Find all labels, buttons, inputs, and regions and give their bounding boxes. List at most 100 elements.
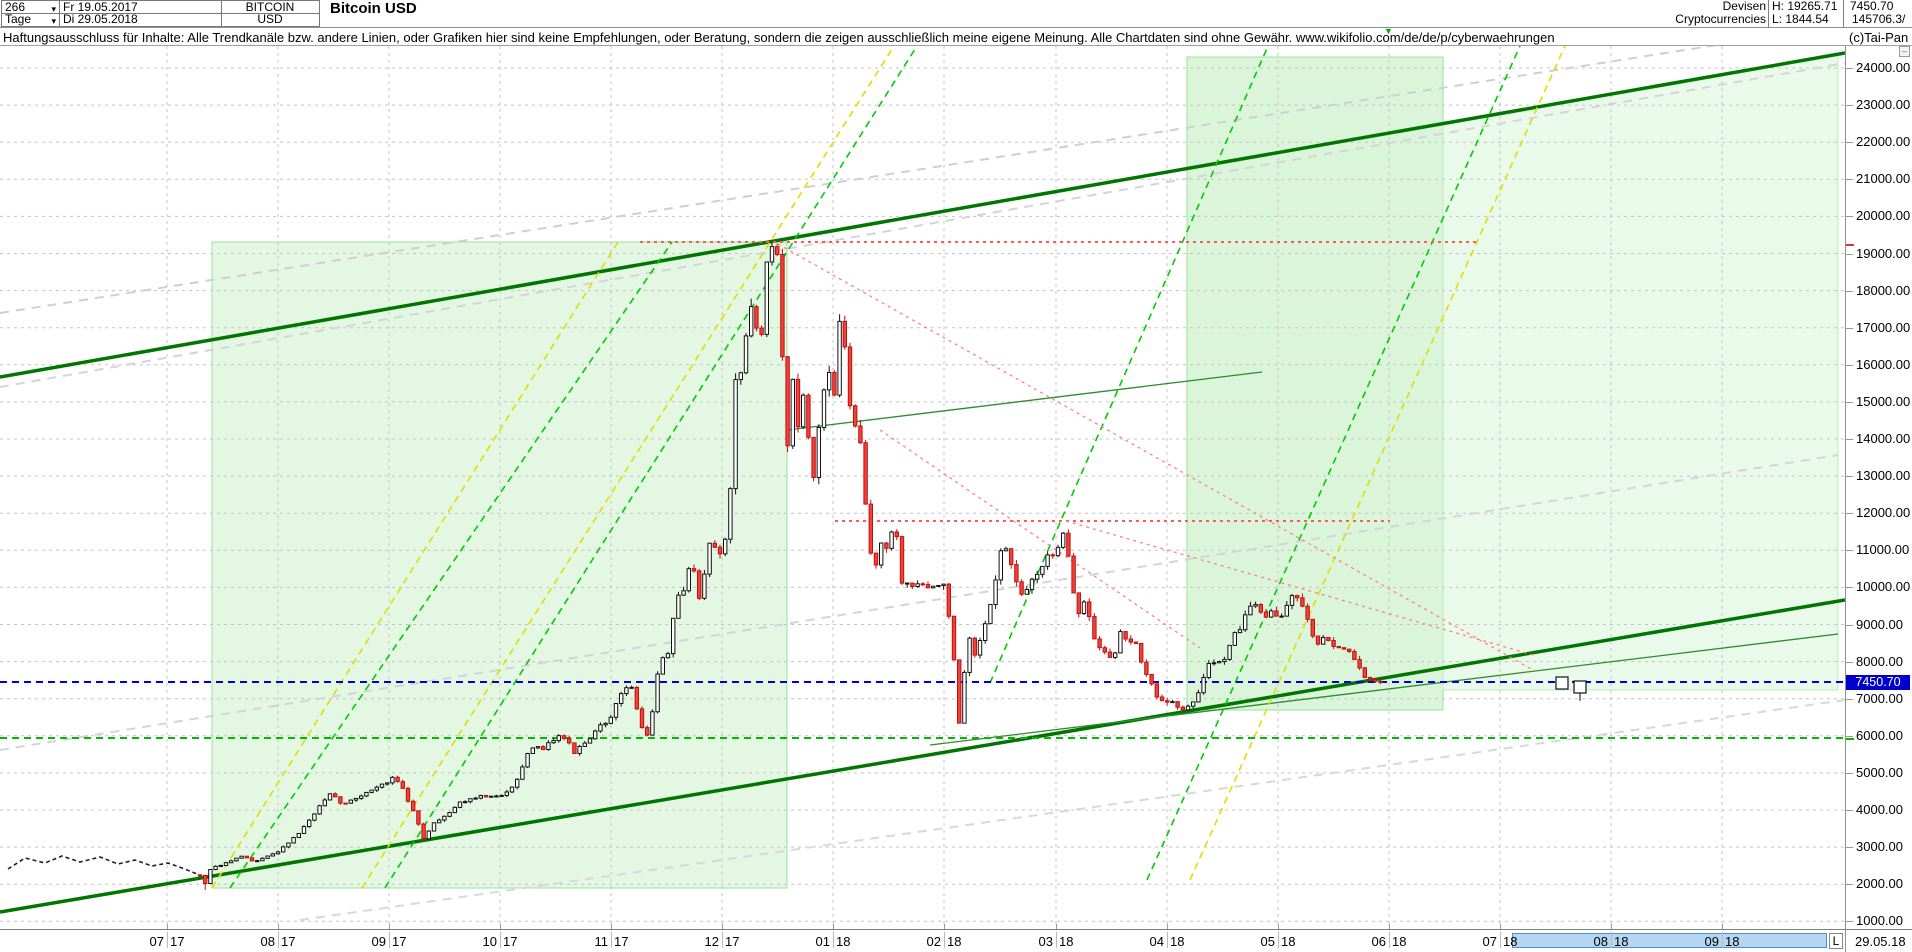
time-axis[interactable]: L 29.05.18 07 17 08 17 09 17 10 17 11 17 12 17 01 18 0…: [0, 924, 1912, 952]
trend-line[interactable]: [0, 454, 1839, 751]
trend-line[interactable]: [929, 633, 1839, 746]
candle-body: [1055, 546, 1061, 557]
disclaimer-row: Haftungsausschluss für Inhalte: Alle Tre…: [0, 28, 1912, 45]
x-axis-month-label: 03: [1038, 934, 1053, 949]
y-axis-label: 5000.00: [1856, 764, 1903, 780]
candle-body: [941, 583, 946, 586]
candle-body: [801, 394, 806, 428]
candle-body: [520, 766, 525, 780]
candle-body: [1191, 701, 1196, 707]
x-axis-tick-inner: [167, 932, 168, 948]
y-axis-tick: [1846, 439, 1853, 440]
chevron-down-icon: ▾: [51, 4, 56, 14]
candle-body: [712, 542, 717, 548]
trend-line[interactable]: [299, 699, 1845, 921]
trend-line[interactable]: [361, 46, 895, 889]
trend-line[interactable]: [0, 62, 1845, 388]
x-axis-tick-inner: [1389, 932, 1390, 948]
trend-line[interactable]: [989, 46, 1269, 684]
candle-body: [1071, 555, 1076, 594]
candle-body: [749, 306, 754, 337]
candle-body: [1331, 640, 1336, 647]
y-axis-label: 15000.00: [1856, 393, 1911, 409]
time-scrollbar[interactable]: [1512, 933, 1827, 948]
candle-body: [925, 584, 931, 589]
candle-body: [577, 745, 582, 754]
candle-body: [426, 830, 432, 840]
chart-title: Bitcoin USD: [330, 0, 417, 17]
x-axis-tick: [1167, 924, 1168, 929]
candle-body: [385, 782, 390, 785]
x-axis-month-label: 01: [815, 934, 830, 949]
trend-line[interactable]: [879, 429, 1201, 649]
y-axis-tick: [1846, 401, 1853, 403]
candle-body: [499, 794, 504, 797]
axis-l-marker: L: [1829, 933, 1843, 949]
candle-body: [993, 579, 998, 606]
trend-line[interactable]: [384, 46, 918, 889]
y-axis-label: 4000.00: [1856, 802, 1903, 817]
candle-body: [374, 786, 380, 791]
candle-body: [717, 546, 723, 555]
candle-body: [333, 793, 338, 798]
x-axis-month-label: 08: [260, 934, 275, 949]
y-axis-label: 6000.00: [1856, 727, 1903, 743]
shaded-region: [1186, 56, 1444, 711]
candle-body: [962, 671, 967, 724]
y-axis-label: 24000.00: [1856, 60, 1911, 75]
candle-body: [1315, 635, 1321, 645]
candle-body: [582, 742, 587, 747]
y-axis-tick: [1846, 105, 1853, 107]
candle-body: [572, 742, 577, 754]
candle-body: [364, 791, 369, 797]
y-axis-tick: [1846, 921, 1853, 923]
symbol-currency: USD: [221, 13, 320, 27]
candle-body: [1092, 616, 1097, 640]
candle-body: [197, 874, 203, 877]
trend-line[interactable]: [777, 243, 1534, 671]
price-axis[interactable]: – 24000.00 23000.00 22000.00 21000.00 20000.…: [1845, 46, 1912, 929]
candle-body: [489, 795, 494, 798]
trend-line[interactable]: [1189, 46, 1566, 881]
x-axis-month-label: 12: [704, 934, 719, 949]
trend-line[interactable]: [786, 371, 1263, 431]
last-price-tag: 7450.70: [1846, 674, 1910, 690]
candle-body: [811, 436, 816, 478]
candle-body: [608, 716, 613, 724]
category-line2: Cryptocurrencies: [1675, 12, 1766, 26]
candle-body: [1009, 548, 1014, 566]
x-axis-tick-inner: [389, 932, 390, 948]
trend-line[interactable]: [229, 241, 673, 889]
candle-body: [1113, 652, 1118, 658]
axis-support-mark: [1846, 738, 1854, 741]
candle-body: [1050, 554, 1055, 557]
date-from[interactable]: Fr 19.05.2017: [59, 0, 222, 14]
drawing-handle[interactable]: [1573, 680, 1587, 694]
x-axis-month-label: 10: [482, 934, 497, 949]
trend-line[interactable]: [0, 46, 1845, 314]
candle-body: [1300, 597, 1305, 607]
candle-body: [1253, 604, 1258, 607]
range-high: H: 19265.71: [1772, 0, 1838, 13]
date-to[interactable]: Di 29.05.2018: [59, 13, 222, 27]
trend-line[interactable]: [0, 51, 1845, 379]
candle-body: [1362, 667, 1367, 678]
bar-count-dropdown[interactable]: 266 ▾: [1, 0, 60, 14]
candle-body: [556, 735, 561, 742]
window-minimize-button[interactable]: –: [1899, 46, 1910, 57]
candle-body: [1118, 631, 1123, 654]
candle-body: [1102, 647, 1107, 653]
period-dropdown[interactable]: Tage ▾: [1, 13, 60, 27]
axis-corner-divider: [1845, 930, 1846, 952]
symbol-code: BITCOIN: [221, 0, 320, 14]
drawing-handle[interactable]: [1555, 676, 1569, 690]
y-axis-label: 16000.00: [1856, 356, 1911, 372]
trend-line[interactable]: [1146, 46, 1521, 881]
candle-body: [858, 425, 863, 444]
x-axis-month-label: 05: [1260, 934, 1275, 949]
trend-line[interactable]: [0, 598, 1845, 914]
axis-high-mark: [1846, 243, 1854, 246]
candle-body: [301, 826, 307, 834]
x-axis-tick: [944, 924, 945, 929]
chart-svg[interactable]: [0, 46, 1845, 929]
